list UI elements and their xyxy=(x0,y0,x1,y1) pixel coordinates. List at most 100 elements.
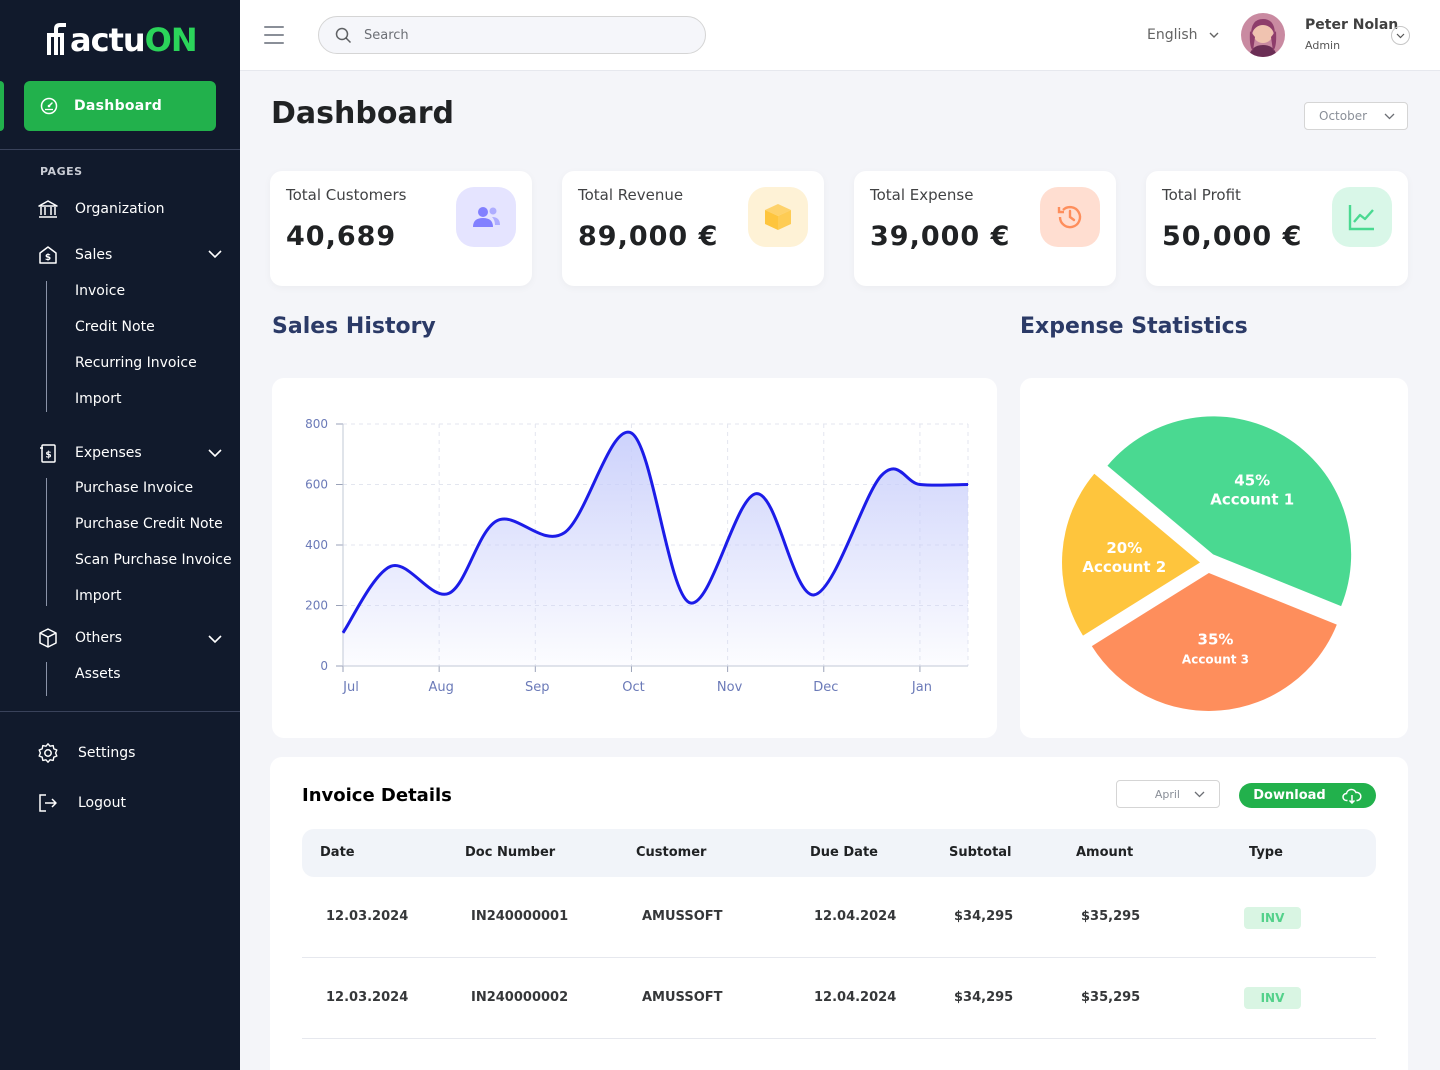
invoice-month-select[interactable]: April xyxy=(1116,780,1220,808)
stat-label: Total Customers xyxy=(286,186,407,204)
sidebar-divider-bottom xyxy=(0,711,240,712)
expense-statistics-title: Expense Statistics xyxy=(1020,314,1248,339)
pie-percent-label: 20% xyxy=(1106,539,1142,557)
nav-scan-purchase-invoice[interactable]: Scan Purchase Invoice xyxy=(75,552,232,568)
cell-amount: $35,295 xyxy=(1081,990,1141,1005)
month-filter-select[interactable]: October xyxy=(1304,102,1408,130)
cell-date: 12.03.2024 xyxy=(326,990,409,1005)
user-menu-button[interactable] xyxy=(1391,26,1410,45)
type-badge: INV xyxy=(1244,907,1301,929)
y-tick-label: 400 xyxy=(305,538,328,552)
download-button[interactable]: Download xyxy=(1239,783,1376,808)
user-name: Peter Nolan xyxy=(1305,17,1399,33)
svg-text:$: $ xyxy=(45,253,51,263)
data-point xyxy=(967,484,969,485)
nav-purchase-credit-note[interactable]: Purchase Credit Note xyxy=(75,516,223,532)
nav-sales-import[interactable]: Import xyxy=(75,391,122,407)
pie-slice[interactable] xyxy=(1107,416,1352,607)
col-due-date[interactable]: Due Date xyxy=(810,845,878,860)
cell-customer: AMUSSOFT xyxy=(642,909,723,924)
cell-amount: $35,295 xyxy=(1081,909,1141,924)
nav-expenses-import[interactable]: Import xyxy=(75,588,122,604)
y-tick-label: 200 xyxy=(305,599,328,613)
nav-organization[interactable]: Organization xyxy=(36,197,165,221)
cell-customer: AMUSSOFT xyxy=(642,990,723,1005)
x-tick-label: Oct xyxy=(622,680,644,695)
sales-house-icon: $ xyxy=(36,243,60,267)
col-subtotal[interactable]: Subtotal xyxy=(949,845,1012,860)
col-date[interactable]: Date xyxy=(320,845,355,860)
menu-toggle-icon[interactable] xyxy=(264,26,284,44)
nav-sales-label: Sales xyxy=(75,247,113,263)
search-input[interactable] xyxy=(364,27,664,43)
nav-assets[interactable]: Assets xyxy=(75,666,121,682)
data-point xyxy=(630,432,632,434)
speedometer-icon xyxy=(40,97,58,115)
col-amount[interactable]: Amount xyxy=(1076,845,1134,860)
stat-label: Total Expense xyxy=(870,186,974,204)
chevron-down-icon xyxy=(1194,791,1205,797)
table-row[interactable]: 12.03.2024 IN240000001 AMUSSOFT 12.04.20… xyxy=(302,878,1376,958)
sales-history-chart: 0 200 400 600 800 Jul Aug Sep Oct Nov Dec Jan xyxy=(305,417,969,695)
col-type[interactable]: Type xyxy=(1249,845,1283,860)
expense-statistics-panel: 45% Account 1 35% Account 3 20% Account 2 xyxy=(1020,378,1408,738)
stat-label: Total Profit xyxy=(1162,186,1241,204)
data-point xyxy=(688,601,690,603)
pie-slice-label: Account 3 xyxy=(1182,653,1249,667)
y-tick-label: 600 xyxy=(305,478,328,492)
bank-icon xyxy=(36,197,60,221)
invoice-month-value: April xyxy=(1154,787,1180,801)
nav-expenses[interactable]: $ Expenses xyxy=(36,441,142,465)
y-tick-label: 800 xyxy=(305,417,328,431)
col-customer[interactable]: Customer xyxy=(636,845,707,860)
search-bar[interactable] xyxy=(318,16,706,54)
language-label: English xyxy=(1147,27,1198,43)
nav-sales-recurring-invoice[interactable]: Recurring Invoice xyxy=(75,355,197,371)
nav-settings[interactable]: Settings xyxy=(36,741,135,765)
sales-chevron-down-icon[interactable] xyxy=(206,245,224,263)
chevron-down-icon xyxy=(1396,33,1405,38)
nav-settings-label: Settings xyxy=(78,745,136,761)
x-tick-label: Jul xyxy=(342,680,359,695)
sales-history-title: Sales History xyxy=(272,314,436,339)
nav-purchase-invoice[interactable]: Purchase Invoice xyxy=(75,480,194,496)
pie-slice[interactable] xyxy=(1062,473,1201,636)
users-icon xyxy=(456,187,516,247)
invoice-details-panel xyxy=(270,757,1408,1070)
col-doc-number[interactable]: Doc Number xyxy=(465,845,556,860)
stat-card-total-expense: Total Expense 39,000 € xyxy=(854,171,1116,286)
nav-dashboard[interactable]: Dashboard xyxy=(24,81,216,131)
logo-text-white: actu xyxy=(70,21,146,59)
sales-subtree-line xyxy=(46,281,47,412)
x-tick-label: Jan xyxy=(911,680,932,695)
app-logo[interactable]: actu ON xyxy=(46,18,198,62)
cloud-download-icon xyxy=(1341,788,1362,804)
cube-icon xyxy=(36,626,60,650)
box-icon xyxy=(748,187,808,247)
sales-history-panel: 0 200 400 600 800 Jul Aug Sep Oct Nov Dec Jan xyxy=(272,378,997,738)
language-select[interactable]: English xyxy=(1147,27,1220,43)
active-indicator xyxy=(0,81,4,131)
nav-logout[interactable]: Logout xyxy=(36,791,126,815)
nav-sales[interactable]: $ Sales xyxy=(36,243,112,267)
logo-mark-icon xyxy=(46,23,68,57)
nav-sales-credit-note[interactable]: Credit Note xyxy=(75,319,155,335)
avatar[interactable] xyxy=(1241,13,1285,57)
data-point xyxy=(755,493,757,495)
table-row[interactable]: 12.03.2024 IN240000002 AMUSSOFT 12.04.20… xyxy=(302,959,1376,1039)
nav-sales-invoice[interactable]: Invoice xyxy=(75,283,126,299)
logout-icon xyxy=(36,791,60,815)
cell-due-date: 12.04.2024 xyxy=(814,990,897,1005)
cell-subtotal: $34,295 xyxy=(954,909,1014,924)
invoice-details-title: Invoice Details xyxy=(302,785,452,806)
others-chevron-down-icon[interactable] xyxy=(206,630,224,648)
expenses-chevron-down-icon[interactable] xyxy=(206,444,224,462)
data-point xyxy=(390,565,392,567)
nav-others[interactable]: Others xyxy=(36,626,122,650)
nav-organization-label: Organization xyxy=(75,201,165,217)
data-point xyxy=(563,532,565,534)
nav-expenses-label: Expenses xyxy=(75,445,142,461)
sidebar: actu ON Dashboard PAGES Organization $ Sa… xyxy=(0,0,240,1070)
pie-slice[interactable] xyxy=(1091,572,1337,711)
stat-card-total-profit: Total Profit 50,000 € xyxy=(1146,171,1408,286)
